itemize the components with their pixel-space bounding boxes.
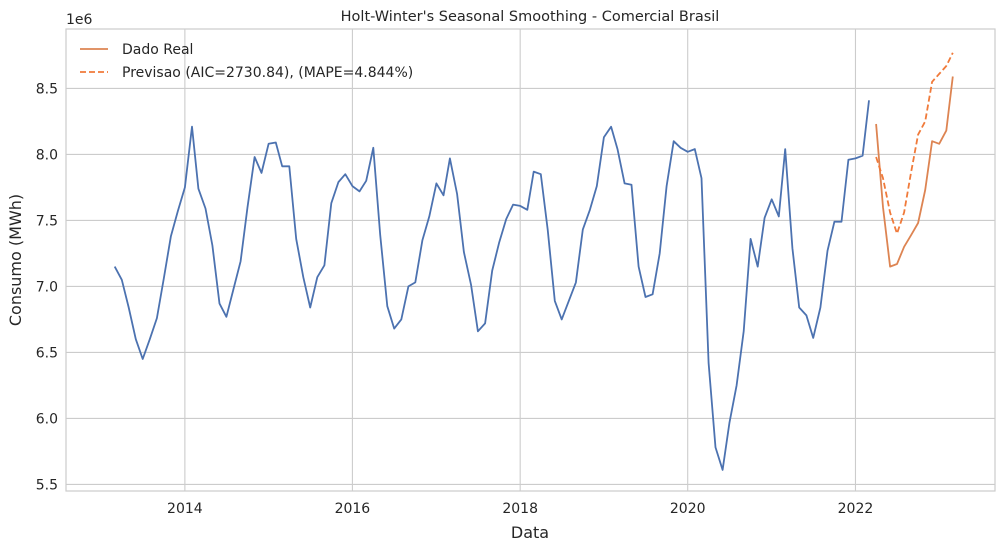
y-tick-label: 5.5 — [36, 477, 58, 493]
x-tick-label: 2016 — [335, 501, 371, 517]
y-tick-label: 6.5 — [36, 345, 58, 361]
legend-label-dado-real: Dado Real — [122, 42, 193, 58]
x-tick-label: 2018 — [502, 501, 538, 517]
real-series-line — [875, 76, 954, 268]
tick-labels: 2014 2016 2018 2020 2022 5.5 6.0 6.5 7.0 7.5 8.0 8.… — [36, 81, 874, 517]
x-tick-label: 2014 — [167, 501, 203, 517]
y-tick-label: 8.5 — [36, 81, 58, 97]
y-tick-label: 6.0 — [36, 411, 58, 427]
legend-label-previsao: Previsao (AIC=2730.84), (MAPE=4.844%) — [122, 65, 413, 81]
plot-frame — [65, 28, 996, 492]
y-tick-label: 7.5 — [36, 213, 58, 229]
x-tick-label: 2020 — [670, 501, 706, 517]
legend: Dado Real Previsao (AIC=2730.84), (MAPE=… — [80, 42, 413, 81]
grid-lines — [66, 29, 995, 491]
y-offset-label: 1e6 — [66, 12, 93, 28]
y-tick-label: 8.0 — [36, 147, 58, 163]
x-axis-label: Data — [511, 523, 549, 542]
forecast-series-line — [875, 52, 954, 235]
historical-series-line — [113, 100, 870, 471]
x-tick-label: 2022 — [838, 501, 874, 517]
y-axis-label: Consumo (MWh) — [6, 194, 25, 326]
y-tick-label: 7.0 — [36, 279, 58, 295]
chart-title: Holt-Winter's Seasonal Smoothing - Comer… — [341, 9, 720, 25]
series-lines — [113, 52, 954, 471]
